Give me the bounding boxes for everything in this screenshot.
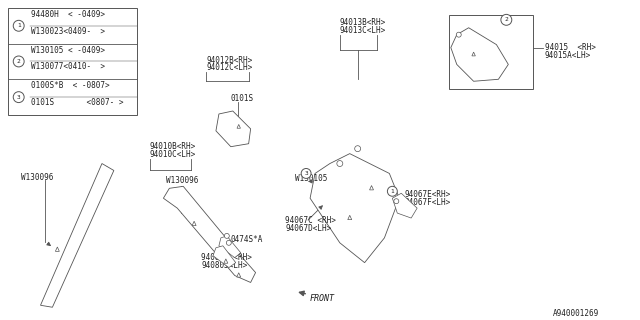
Text: 94010B<RH>: 94010B<RH> <box>150 142 196 151</box>
Text: 94012B<RH>: 94012B<RH> <box>206 55 252 65</box>
Text: W130078: W130078 <box>454 48 486 57</box>
Text: W130105 < -0409>: W130105 < -0409> <box>31 45 104 55</box>
Circle shape <box>301 169 311 179</box>
Circle shape <box>13 20 24 31</box>
Text: 94015  <RH>: 94015 <RH> <box>545 43 596 52</box>
Text: W130077<0410-  >: W130077<0410- > <box>31 62 104 71</box>
Polygon shape <box>472 52 476 56</box>
Text: W130023<0409-  >: W130023<0409- > <box>31 27 104 36</box>
Text: W130096: W130096 <box>166 176 199 185</box>
Circle shape <box>387 186 397 196</box>
Text: 94013C<LH>: 94013C<LH> <box>340 26 386 35</box>
Text: 94015A<LH>: 94015A<LH> <box>545 51 591 60</box>
Polygon shape <box>348 215 352 220</box>
Circle shape <box>13 56 24 67</box>
Text: 1: 1 <box>17 23 20 28</box>
Text: 94480H  < -0409>: 94480H < -0409> <box>31 10 104 19</box>
Text: 94010C<LH>: 94010C<LH> <box>150 150 196 159</box>
Polygon shape <box>163 186 255 283</box>
Polygon shape <box>56 247 60 251</box>
Polygon shape <box>369 186 374 190</box>
Circle shape <box>501 14 512 25</box>
Circle shape <box>13 92 24 103</box>
Polygon shape <box>392 193 417 218</box>
Text: W130096: W130096 <box>20 173 53 182</box>
Text: 1: 1 <box>390 189 394 194</box>
Circle shape <box>394 199 399 204</box>
Polygon shape <box>213 246 236 268</box>
Bar <box>8 8 137 115</box>
Text: 2: 2 <box>504 17 508 22</box>
Text: 94067F<LH>: 94067F<LH> <box>404 198 451 207</box>
Text: 3: 3 <box>304 171 308 176</box>
Text: 94067E<RH>: 94067E<RH> <box>404 190 451 199</box>
Text: 0101S: 0101S <box>231 94 254 103</box>
Text: 0100S*B  < -0807>: 0100S*B < -0807> <box>31 81 109 90</box>
Text: 94080I <RH>: 94080I <RH> <box>201 253 252 262</box>
Circle shape <box>355 146 360 152</box>
Text: 94080J<LH>: 94080J<LH> <box>201 261 247 270</box>
Text: 0474S*A: 0474S*A <box>231 235 263 244</box>
Text: A940001269: A940001269 <box>553 309 599 318</box>
Text: 0101S       <0807- >: 0101S <0807- > <box>31 98 123 107</box>
Circle shape <box>225 233 229 238</box>
Text: 3: 3 <box>17 95 20 100</box>
Bar <box>449 15 533 89</box>
Polygon shape <box>40 164 114 307</box>
Text: 94067D<LH>: 94067D<LH> <box>285 224 332 233</box>
Circle shape <box>456 32 461 37</box>
Text: FRONT: FRONT <box>310 294 335 303</box>
Text: 94013B<RH>: 94013B<RH> <box>340 18 386 27</box>
Circle shape <box>227 240 231 245</box>
Polygon shape <box>192 221 196 226</box>
Text: 2: 2 <box>17 59 20 64</box>
Polygon shape <box>237 124 241 128</box>
Polygon shape <box>219 236 241 258</box>
Polygon shape <box>237 273 241 277</box>
Text: 94012C<LH>: 94012C<LH> <box>206 63 252 72</box>
Text: W130105: W130105 <box>295 174 328 183</box>
Polygon shape <box>451 28 508 81</box>
Text: 94067C <RH>: 94067C <RH> <box>285 216 336 225</box>
Polygon shape <box>216 111 251 147</box>
Polygon shape <box>224 259 228 263</box>
Circle shape <box>337 161 343 166</box>
Polygon shape <box>310 154 399 263</box>
